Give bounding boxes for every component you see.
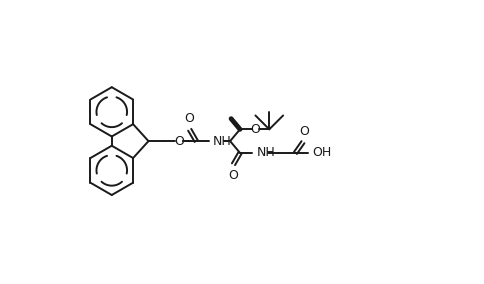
Text: O: O xyxy=(251,123,260,136)
Text: O: O xyxy=(299,125,309,138)
Text: NH: NH xyxy=(213,135,232,148)
Text: O: O xyxy=(184,112,194,125)
Text: O: O xyxy=(174,135,184,148)
Text: O: O xyxy=(228,169,238,182)
Text: OH: OH xyxy=(312,147,332,159)
Text: NH: NH xyxy=(257,147,276,159)
